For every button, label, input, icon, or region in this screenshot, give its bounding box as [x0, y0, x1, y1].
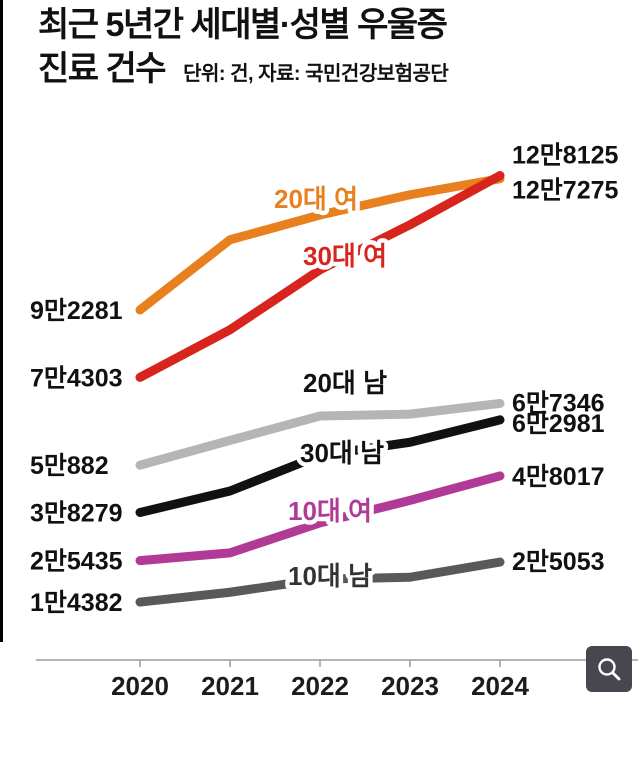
end-value-label-female-30s: 12만8125 — [512, 142, 619, 170]
series-name-label-male-10s: 10대 남 — [288, 561, 372, 591]
chart-subtitle: 단위: 건, 자료: 국민건강보험공단 — [183, 62, 449, 85]
zoom-button[interactable] — [586, 646, 632, 692]
start-value-label-female-10s: 2만5435 — [30, 548, 123, 576]
chart-title-line1: 최근 5년간 세대별·성별 우울증 — [38, 6, 448, 44]
series-name-label-female-20s: 20대 여 — [274, 184, 358, 214]
x-tick-label-2023: 2023 — [381, 671, 439, 701]
start-value-label-male-30s: 3만8279 — [30, 499, 123, 527]
end-value-label-male-30s: 6만2981 — [512, 410, 605, 438]
series-name-label-male-30s: 30대 남 — [300, 438, 384, 468]
x-tick-label-2021: 2021 — [201, 671, 259, 701]
start-value-label-male-10s: 1만4382 — [30, 589, 123, 617]
end-value-label-male-10s: 2만5053 — [512, 548, 605, 576]
end-value-label-male-20s: 6만7346 — [512, 389, 605, 417]
series-line-female-30s — [135, 171, 505, 382]
series-line-male-10s — [135, 557, 505, 607]
start-value-label-male-20s: 5만882 — [30, 452, 109, 480]
magnifier-icon — [598, 658, 621, 681]
x-tick-label-2022: 2022 — [291, 671, 349, 701]
chart-title-line2: 진료 건수 — [38, 49, 167, 88]
chart-header: 최근 5년간 세대별·성별 우울증 진료 건수 단위: 건, 자료: 국민건강보… — [38, 4, 449, 91]
end-value-label-female-20s: 12만7275 — [512, 177, 619, 205]
series-name-label-female-10s: 10대 여 — [288, 496, 372, 526]
start-value-label-female-30s: 7만4303 — [30, 364, 123, 392]
x-tick-label-2024: 2024 — [471, 671, 529, 701]
left-border-rule — [0, 0, 3, 642]
series-line-male-20s — [135, 398, 505, 470]
x-tick-label-2020: 2020 — [111, 671, 169, 701]
series-line-female-10s — [135, 471, 505, 566]
series-name-label-female-30s: 30대 여 — [303, 241, 387, 271]
end-value-label-female-10s: 4만8017 — [512, 463, 605, 491]
series-line-female-20s — [135, 174, 505, 315]
series-name-label-male-20s: 20대 남 — [303, 368, 387, 398]
series-line-male-30s — [135, 415, 505, 517]
start-value-label-female-20s: 9만2281 — [30, 297, 123, 325]
